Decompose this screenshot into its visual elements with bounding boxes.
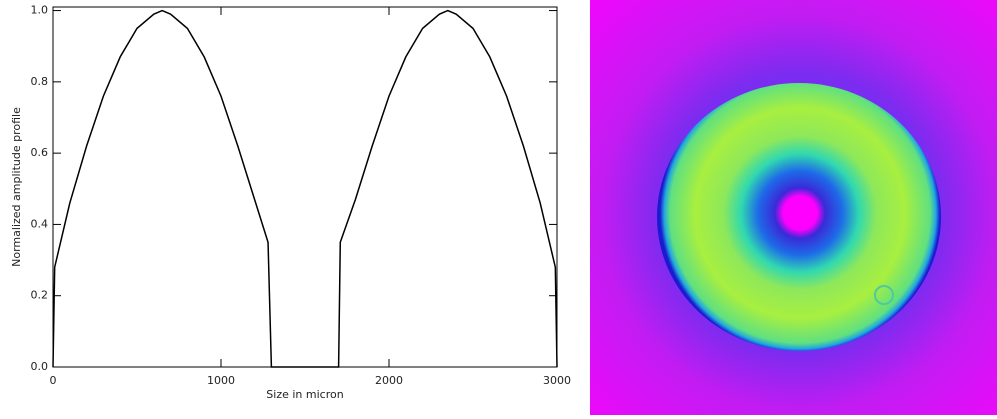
y-tick-label: 1.0	[31, 4, 49, 17]
x-tick-label: 3000	[543, 374, 571, 387]
y-axis-label: Normalized amplitude profile	[10, 107, 23, 267]
image-spot	[874, 285, 894, 305]
data-line	[52, 9, 558, 368]
x-axis-label: Size in micron	[266, 388, 343, 401]
false-color-image	[590, 0, 997, 415]
x-tick-label: 0	[50, 374, 57, 387]
y-tick-label: 0.0	[31, 360, 49, 373]
x-tick-label: 1000	[207, 374, 235, 387]
image-disk	[657, 83, 941, 351]
x-tick-label: 2000	[375, 374, 403, 387]
plot-frame	[52, 6, 558, 368]
y-tick-label: 0.2	[31, 289, 49, 302]
y-tick-label: 0.6	[31, 146, 49, 159]
y-tick-label: 0.4	[31, 217, 49, 230]
y-tick-label: 0.8	[31, 75, 49, 88]
